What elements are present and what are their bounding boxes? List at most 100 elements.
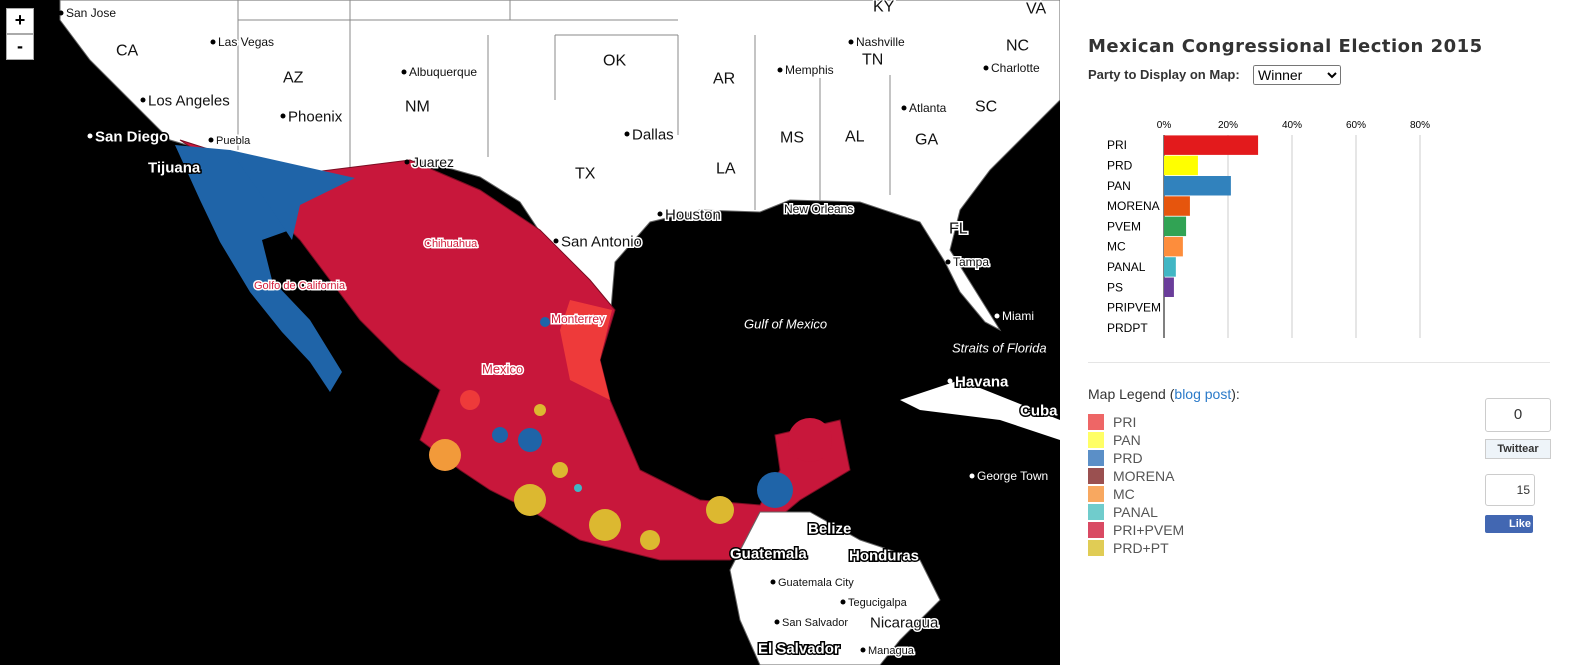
divider — [1088, 362, 1550, 363]
baja — [175, 145, 342, 392]
city-dot — [994, 313, 1000, 319]
city-dot — [776, 206, 782, 212]
x-tick-label: 20% — [1218, 120, 1238, 131]
map-labels: San Jose CA Las Vegas AZ Los Angeles Phoenix S… — [58, 0, 1060, 659]
map-label: Puebla — [216, 135, 251, 147]
legend-swatch — [1088, 522, 1104, 538]
select-label: Party to Display on Map: — [1088, 67, 1240, 82]
city-dot — [140, 97, 146, 103]
side-panel: Mexican Congressional Election 2015 Part… — [1060, 0, 1580, 670]
city-dot — [774, 619, 780, 625]
bar — [1164, 236, 1183, 257]
map-label: Golfo de California — [254, 280, 346, 292]
city-dot — [280, 113, 286, 119]
y-tick-label: PRI — [1107, 138, 1127, 152]
legend-swatch — [1088, 486, 1104, 502]
city-dot — [87, 133, 93, 139]
legend-swatch — [1088, 504, 1104, 520]
y-tick-label: PRIPVEM — [1107, 301, 1161, 315]
map-label: Nicaragua — [870, 614, 939, 631]
map-label: AR — [713, 71, 735, 88]
blog-link[interactable]: blog post — [1174, 386, 1232, 402]
y-tick-label: PAN — [1107, 179, 1131, 193]
title: Mexican Congressional Election 2015 — [1088, 36, 1483, 57]
map-label: NC — [1006, 38, 1029, 55]
y-tick-label: MC — [1107, 240, 1126, 254]
map-label: KY — [873, 0, 895, 16]
map-label: Tijuana — [148, 159, 201, 176]
like-count: 15 — [1485, 474, 1535, 506]
map-label: Tegucigalpa — [848, 597, 908, 609]
city-dot — [208, 137, 214, 143]
map-label: Havana — [955, 373, 1009, 390]
tweet-count: 0 — [1485, 398, 1551, 432]
map-label: San Antonio — [561, 233, 642, 250]
legend-label: PRD+PT — [1113, 540, 1169, 556]
map-label: SC — [975, 99, 997, 116]
legend-label: PRI+PVEM — [1113, 522, 1185, 538]
legend-swatch — [1088, 450, 1104, 466]
zoom-out[interactable]: - — [6, 34, 34, 60]
district-blobs — [429, 317, 832, 550]
city-dot — [777, 67, 783, 73]
legend-swatch — [1088, 468, 1104, 484]
bar-chart: 0% 20% 40% 60% 80% PRI PRD PAN MORENA PVEM MC PANAL… — [1107, 120, 1430, 338]
mexico — [179, 139, 851, 561]
map-label: VA — [1026, 1, 1046, 18]
map-label: GA — [915, 132, 938, 149]
party-select[interactable]: Winner — [1253, 65, 1341, 85]
map-label: Guatemala City — [778, 577, 854, 589]
like-button[interactable]: Like — [1485, 515, 1533, 533]
map: San Jose CA Las Vegas AZ Los Angeles Phoenix S… — [0, 0, 1060, 665]
map-label: Dallas — [632, 126, 674, 143]
map-label: New Orleans — [784, 202, 853, 216]
map-label: Cuba — [1020, 402, 1058, 419]
bar — [1164, 196, 1190, 216]
city-dot — [969, 473, 975, 479]
city-dot — [983, 65, 989, 71]
map-label: Las Vegas — [218, 35, 274, 49]
sonora-blue — [230, 150, 355, 240]
map-label: NM — [405, 99, 430, 116]
city-dot — [840, 599, 846, 605]
x-tick-label: 80% — [1410, 120, 1430, 131]
city-dot — [860, 647, 866, 653]
map-label: Tampa — [953, 255, 989, 269]
map-label: TN — [862, 52, 883, 69]
legend-title: Map Legend (blog post): — [1088, 386, 1240, 402]
bar — [1164, 176, 1231, 196]
x-tick-label: 0% — [1157, 120, 1172, 131]
map-label: Memphis — [785, 63, 834, 77]
y-tick-label: PVEM — [1107, 219, 1141, 233]
map-label: TX — [575, 166, 596, 183]
city-dot — [58, 10, 64, 16]
map-label: Juarez — [412, 154, 454, 170]
state-borders — [237, 0, 891, 210]
bar — [1164, 216, 1187, 237]
northeast-light — [560, 300, 612, 400]
map-label: El Salvador — [758, 640, 840, 657]
central-america — [729, 511, 941, 665]
city-dot — [947, 378, 953, 384]
city-dot — [210, 39, 216, 45]
legend-label: PRI — [1113, 414, 1137, 430]
city-dot — [770, 579, 776, 585]
map-label: Monterrey — [551, 312, 605, 326]
map-label: AZ — [283, 70, 304, 87]
map-label: Albuquerque — [409, 65, 477, 79]
legend-title-end: ): — [1231, 386, 1240, 402]
y-tick-label: PANAL — [1107, 260, 1146, 274]
city-dot — [945, 259, 951, 265]
map-label: Miami — [1002, 309, 1034, 323]
city-dot — [404, 159, 410, 165]
zoom-in[interactable]: + — [6, 8, 34, 34]
bar — [1164, 155, 1198, 176]
y-tick-label: PS — [1107, 280, 1123, 294]
city-dot — [901, 105, 907, 111]
tweet-button[interactable]: Twittear — [1485, 439, 1551, 459]
map-label: FL — [949, 221, 968, 238]
map-label: George Town — [977, 469, 1048, 483]
map-label: San Salvador — [782, 617, 848, 629]
bar — [1164, 257, 1176, 277]
